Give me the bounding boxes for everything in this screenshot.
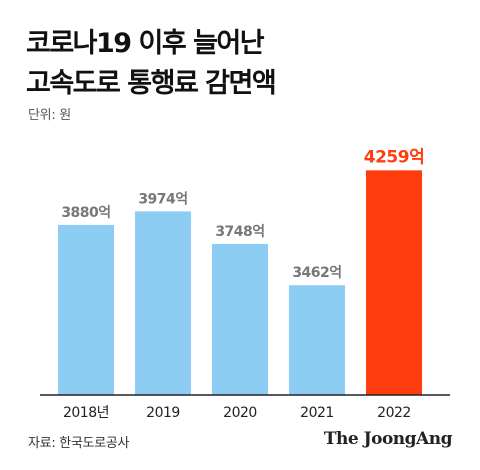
unit-label: 단위: 원 [28,108,71,123]
x-tick-label-0: 2018년 [63,405,109,420]
value-label-1: 3974억 [138,191,187,207]
bar-4 [366,170,422,395]
value-label-0: 3880억 [61,205,110,221]
x-tick-label-2: 2020 [223,405,257,420]
value-label-3: 3462억 [292,265,341,281]
source-label: 자료: 한국도로공사 [28,436,130,451]
bar-chart: 3880억 2018년 3974억 2019 3748억 2020 3462억 2021 425… [40,147,450,420]
bar-2 [212,243,268,395]
x-tick-label-4: 2022 [377,405,411,420]
bar-1 [135,211,191,395]
chart-title: 코로나19 이후 늘어난 고속도로 통행료 감면액 [26,24,277,104]
title-line-2: 고속도로 통행료 감면액 [26,68,277,99]
x-tick-label-3: 2021 [300,405,334,420]
value-label-4: 4259억 [364,147,424,167]
brand-logo: The JoongAng [323,429,453,449]
title-line-1: 코로나19 이후 늘어난 [26,28,265,59]
bar-3 [289,285,345,395]
x-tick-label-1: 2019 [146,405,180,420]
bar-0 [58,224,114,395]
value-label-2: 3748억 [215,224,264,240]
